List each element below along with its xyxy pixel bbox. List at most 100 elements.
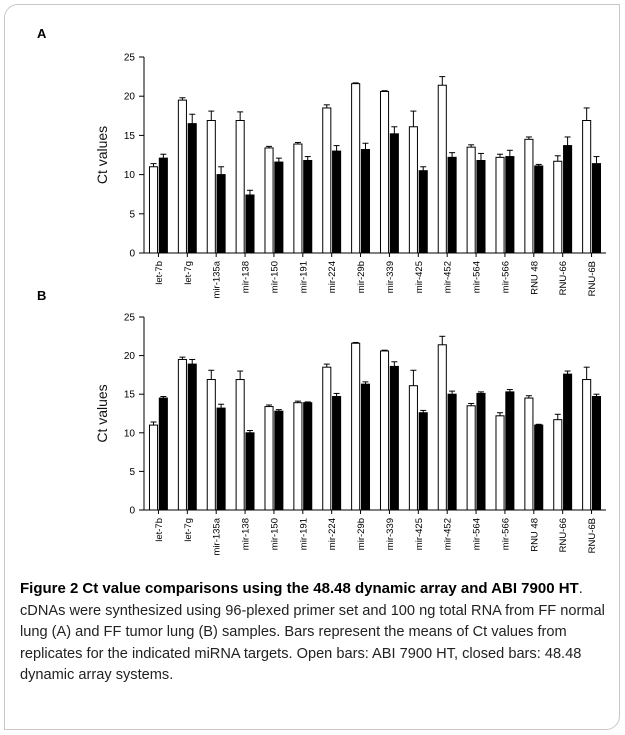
bar-open-mir-150 [264, 406, 274, 511]
bar-open-mir-150 [264, 147, 274, 254]
bar-open-rnu-48 [524, 138, 534, 254]
y-axis-label: Ct values [94, 126, 110, 184]
bar-open-rnu-48 [524, 397, 534, 511]
y-tick-label: 0 [129, 506, 135, 517]
x-tick-label: RNU-66 [558, 518, 569, 552]
bar-closed-mir-135a [216, 174, 226, 254]
x-tick-label: mir-425 [414, 261, 425, 293]
x-tick-label: RNU-6B [587, 518, 598, 553]
bar-closed-mir-452 [447, 156, 457, 254]
y-tick-label: 5 [129, 209, 135, 220]
bar-closed-mir-452 [447, 393, 457, 511]
x-tick-label: mir-135a [212, 260, 223, 298]
bar-open-mir-29b [351, 342, 361, 511]
bar-closed-let-7b [158, 157, 168, 254]
bar-closed-mir-339 [389, 133, 399, 254]
bar-closed-mir-339 [389, 365, 399, 511]
x-tick-label: mir-564 [472, 518, 483, 550]
x-tick-label: let-7b [154, 261, 165, 285]
x-tick-label: mir-339 [385, 518, 396, 550]
bar-open-mir-138 [235, 379, 245, 511]
x-tick-label: RNU 48 [529, 261, 540, 295]
bar-open-mir-191 [293, 402, 303, 511]
x-tick-label: mir-566 [500, 518, 511, 550]
x-tick-label: RNU-6B [587, 261, 598, 296]
x-tick-label: mir-191 [298, 261, 309, 293]
x-tick-label: mir-135a [212, 517, 223, 555]
x-tick-label: mir-29b [356, 518, 367, 550]
bar-open-mir-566 [495, 415, 505, 511]
caption-body: . cDNAs were synthesized using 96-plexed… [20, 581, 605, 683]
bar-open-mir-425 [408, 385, 418, 511]
x-tick-label: mir-452 [443, 261, 454, 293]
bar-closed-rnu-6b [591, 396, 602, 511]
x-tick-label: mir-339 [385, 261, 396, 293]
bar-open-mir-339 [379, 350, 390, 511]
x-tick-label: let-7g [183, 518, 194, 542]
y-tick-label: 15 [124, 390, 136, 401]
x-tick-label: mir-425 [414, 518, 425, 550]
y-tick-label: 10 [124, 170, 136, 181]
caption-title: Ct value comparisons using the 48.48 dyn… [82, 580, 579, 597]
x-tick-label: mir-150 [269, 261, 280, 293]
y-axis-label: Ct values [94, 384, 110, 442]
bar-open-mir-452 [437, 84, 447, 254]
x-tick-label: let-7g [183, 261, 194, 285]
bar-closed-mir-191 [303, 159, 313, 254]
x-tick-label: mir-29b [356, 261, 367, 293]
bar-closed-mir-29b [360, 149, 371, 254]
y-tick-label: 25 [124, 53, 136, 64]
bar-closed-rnu-48 [534, 165, 544, 254]
bar-open-rnu-66 [553, 160, 563, 254]
y-tick-label: 10 [124, 428, 136, 439]
bar-closed-rnu-66 [563, 373, 573, 511]
x-tick-label: RNU 48 [529, 518, 540, 552]
bar-closed-mir-29b [360, 383, 371, 511]
bar-open-rnu-6b [582, 379, 592, 511]
bar-closed-mir-191 [303, 402, 313, 511]
x-tick-label: mir-224 [327, 518, 338, 550]
bar-open-mir-425 [408, 126, 418, 254]
bar-closed-let-7g [187, 363, 197, 511]
bar-closed-mir-564 [476, 159, 486, 254]
y-tick-label: 0 [129, 249, 135, 260]
bar-open-mir-191 [293, 143, 303, 254]
bar-open-let-7g [177, 358, 187, 511]
caption-label: Figure 2 [20, 580, 79, 597]
bar-open-mir-339 [379, 90, 390, 254]
x-tick-label: mir-150 [269, 518, 280, 550]
bar-closed-mir-566 [505, 156, 515, 254]
y-tick-label: 15 [124, 131, 136, 142]
bar-open-mir-29b [351, 83, 361, 254]
y-tick-label: 20 [124, 92, 136, 103]
x-tick-label: let-7b [154, 518, 165, 542]
bar-closed-let-7g [187, 123, 197, 254]
x-tick-label: mir-452 [443, 518, 454, 550]
panel-label-b: B [37, 288, 47, 303]
bar-open-mir-566 [495, 156, 505, 254]
x-tick-label: mir-566 [500, 261, 511, 293]
y-tick-label: 20 [124, 351, 136, 362]
bar-open-let-7g [177, 99, 187, 254]
bar-closed-mir-224 [332, 396, 342, 511]
figure-frame [4, 4, 620, 730]
x-tick-label: mir-138 [241, 261, 252, 293]
bar-closed-mir-566 [505, 391, 515, 511]
x-tick-label: RNU-66 [558, 261, 569, 295]
chart-panel-a: 0 5 10 15 20 25 Ct values let-7b let-7g mir-135a m… [94, 53, 606, 299]
bar-open-mir-224 [322, 107, 332, 254]
bar-closed-mir-425 [418, 412, 428, 511]
bar-open-mir-135a [206, 120, 216, 254]
bar-open-mir-224 [322, 366, 332, 511]
x-tick-label: mir-224 [327, 261, 338, 293]
bar-closed-mir-150 [274, 161, 284, 254]
figure-caption: Figure 2 Ct value comparisons using the … [20, 578, 610, 687]
x-tick-label: mir-191 [298, 518, 309, 550]
bar-closed-mir-564 [476, 392, 486, 511]
bar-open-mir-135a [206, 379, 216, 511]
bar-open-let-7b [148, 166, 159, 254]
bar-open-mir-138 [235, 120, 245, 254]
bar-open-mir-564 [466, 405, 476, 511]
bar-open-rnu-66 [553, 419, 563, 511]
